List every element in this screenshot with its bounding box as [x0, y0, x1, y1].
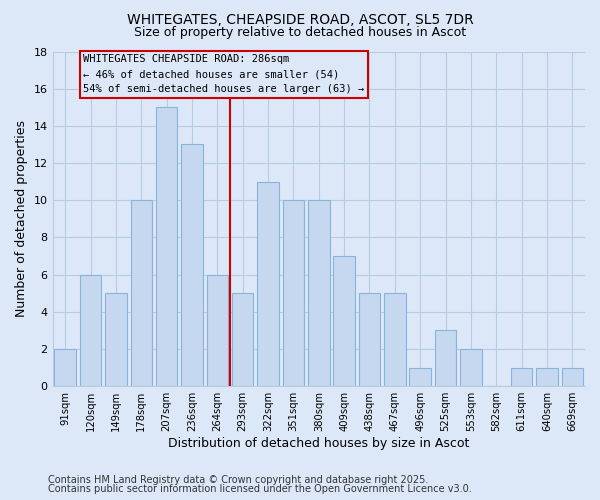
- Bar: [206, 274, 228, 386]
- Bar: [511, 368, 532, 386]
- Text: WHITEGATES CHEAPSIDE ROAD: 286sqm
← 46% of detached houses are smaller (54)
54% : WHITEGATES CHEAPSIDE ROAD: 286sqm ← 46% …: [83, 54, 365, 94]
- Bar: [562, 368, 583, 386]
- Bar: [460, 349, 482, 386]
- Bar: [334, 256, 355, 386]
- Bar: [283, 200, 304, 386]
- Bar: [409, 368, 431, 386]
- Bar: [536, 368, 558, 386]
- Bar: [80, 274, 101, 386]
- Bar: [181, 144, 203, 386]
- Bar: [308, 200, 329, 386]
- X-axis label: Distribution of detached houses by size in Ascot: Distribution of detached houses by size …: [168, 437, 469, 450]
- Bar: [156, 108, 178, 386]
- Bar: [384, 293, 406, 386]
- Bar: [55, 349, 76, 386]
- Bar: [257, 182, 279, 386]
- Text: WHITEGATES, CHEAPSIDE ROAD, ASCOT, SL5 7DR: WHITEGATES, CHEAPSIDE ROAD, ASCOT, SL5 7…: [127, 12, 473, 26]
- Text: Contains HM Land Registry data © Crown copyright and database right 2025.: Contains HM Land Registry data © Crown c…: [48, 475, 428, 485]
- Bar: [131, 200, 152, 386]
- Bar: [105, 293, 127, 386]
- Bar: [435, 330, 457, 386]
- Y-axis label: Number of detached properties: Number of detached properties: [15, 120, 28, 318]
- Bar: [359, 293, 380, 386]
- Bar: [232, 293, 253, 386]
- Text: Contains public sector information licensed under the Open Government Licence v3: Contains public sector information licen…: [48, 484, 472, 494]
- Text: Size of property relative to detached houses in Ascot: Size of property relative to detached ho…: [134, 26, 466, 39]
